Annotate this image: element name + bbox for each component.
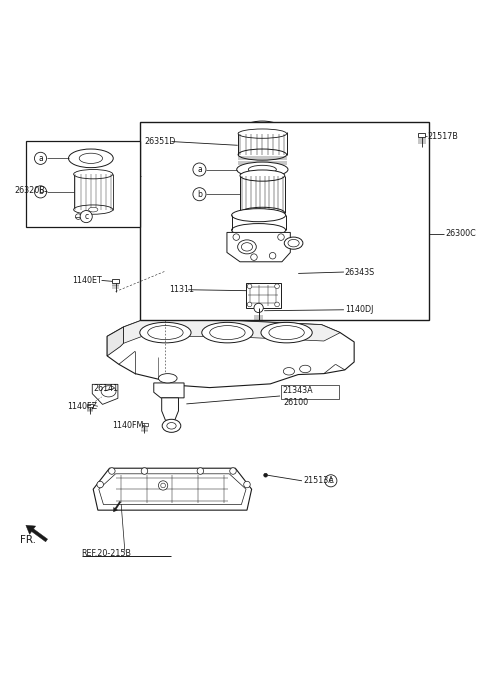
FancyArrow shape <box>26 525 48 542</box>
Text: 26320B: 26320B <box>14 186 45 196</box>
Circle shape <box>233 234 240 240</box>
Ellipse shape <box>240 170 285 181</box>
Ellipse shape <box>210 325 245 340</box>
Bar <box>140 122 429 320</box>
Circle shape <box>325 475 337 487</box>
Text: 26351D: 26351D <box>144 137 176 146</box>
Text: 21517B: 21517B <box>428 132 459 141</box>
Text: 11311: 11311 <box>168 285 194 294</box>
Ellipse shape <box>162 419 181 432</box>
Ellipse shape <box>257 210 268 216</box>
Polygon shape <box>107 327 123 356</box>
Circle shape <box>193 163 206 176</box>
Ellipse shape <box>158 374 177 383</box>
Circle shape <box>193 188 206 201</box>
Ellipse shape <box>300 366 311 372</box>
Circle shape <box>75 213 81 220</box>
FancyArrow shape <box>113 501 121 512</box>
Circle shape <box>197 468 204 474</box>
Text: a: a <box>197 165 202 174</box>
Bar <box>112 280 119 283</box>
Ellipse shape <box>269 325 304 340</box>
Circle shape <box>158 481 168 490</box>
Bar <box>418 133 425 137</box>
Text: 26343S: 26343S <box>345 267 375 276</box>
Text: c: c <box>84 212 88 221</box>
Ellipse shape <box>231 209 286 222</box>
Circle shape <box>141 468 148 474</box>
Polygon shape <box>92 385 118 404</box>
Ellipse shape <box>231 224 286 237</box>
Ellipse shape <box>148 325 183 340</box>
Bar <box>281 385 339 399</box>
Ellipse shape <box>261 323 312 343</box>
Text: 21513A: 21513A <box>303 476 334 486</box>
Bar <box>25 140 140 227</box>
Text: FR.: FR. <box>20 535 36 546</box>
Text: REF.20-215B: REF.20-215B <box>82 549 132 558</box>
Text: 26300C: 26300C <box>445 229 476 238</box>
Circle shape <box>251 254 257 261</box>
Text: 1140FZ: 1140FZ <box>68 402 97 411</box>
Ellipse shape <box>283 368 295 375</box>
Polygon shape <box>154 383 184 398</box>
Polygon shape <box>123 320 340 343</box>
Text: 1140ET: 1140ET <box>72 276 102 285</box>
Text: 26141: 26141 <box>93 384 119 393</box>
Ellipse shape <box>73 170 113 179</box>
Circle shape <box>108 468 115 474</box>
Circle shape <box>35 186 47 198</box>
Ellipse shape <box>284 237 303 249</box>
Text: b: b <box>38 188 43 196</box>
Ellipse shape <box>248 165 276 174</box>
Polygon shape <box>93 469 252 510</box>
Circle shape <box>80 211 92 222</box>
Bar <box>87 404 93 406</box>
Ellipse shape <box>237 162 288 177</box>
Circle shape <box>161 483 166 488</box>
Polygon shape <box>227 233 290 262</box>
Circle shape <box>275 302 279 307</box>
Text: 1140FM: 1140FM <box>112 421 143 430</box>
Ellipse shape <box>238 149 287 160</box>
Ellipse shape <box>88 207 98 212</box>
Circle shape <box>247 284 252 288</box>
Text: 1140DJ: 1140DJ <box>345 306 373 314</box>
Circle shape <box>244 481 250 488</box>
Bar <box>142 424 148 426</box>
Circle shape <box>247 302 252 307</box>
Text: c: c <box>329 476 333 486</box>
Ellipse shape <box>202 323 253 343</box>
Bar <box>246 282 281 308</box>
Ellipse shape <box>140 323 191 343</box>
Text: 21343A: 21343A <box>282 387 312 396</box>
Ellipse shape <box>101 386 116 397</box>
Text: b: b <box>197 190 202 198</box>
Ellipse shape <box>238 240 256 254</box>
Ellipse shape <box>240 207 285 218</box>
Text: a: a <box>38 154 43 163</box>
Circle shape <box>97 481 104 488</box>
Polygon shape <box>162 398 179 420</box>
Circle shape <box>35 152 47 164</box>
Circle shape <box>230 468 236 474</box>
Polygon shape <box>107 320 354 387</box>
Circle shape <box>264 473 267 477</box>
Circle shape <box>278 234 284 240</box>
Text: 26100: 26100 <box>283 398 309 407</box>
Circle shape <box>254 303 264 312</box>
Ellipse shape <box>238 129 287 138</box>
Circle shape <box>269 252 276 259</box>
Ellipse shape <box>69 149 113 168</box>
Ellipse shape <box>73 205 113 214</box>
Circle shape <box>275 284 279 288</box>
